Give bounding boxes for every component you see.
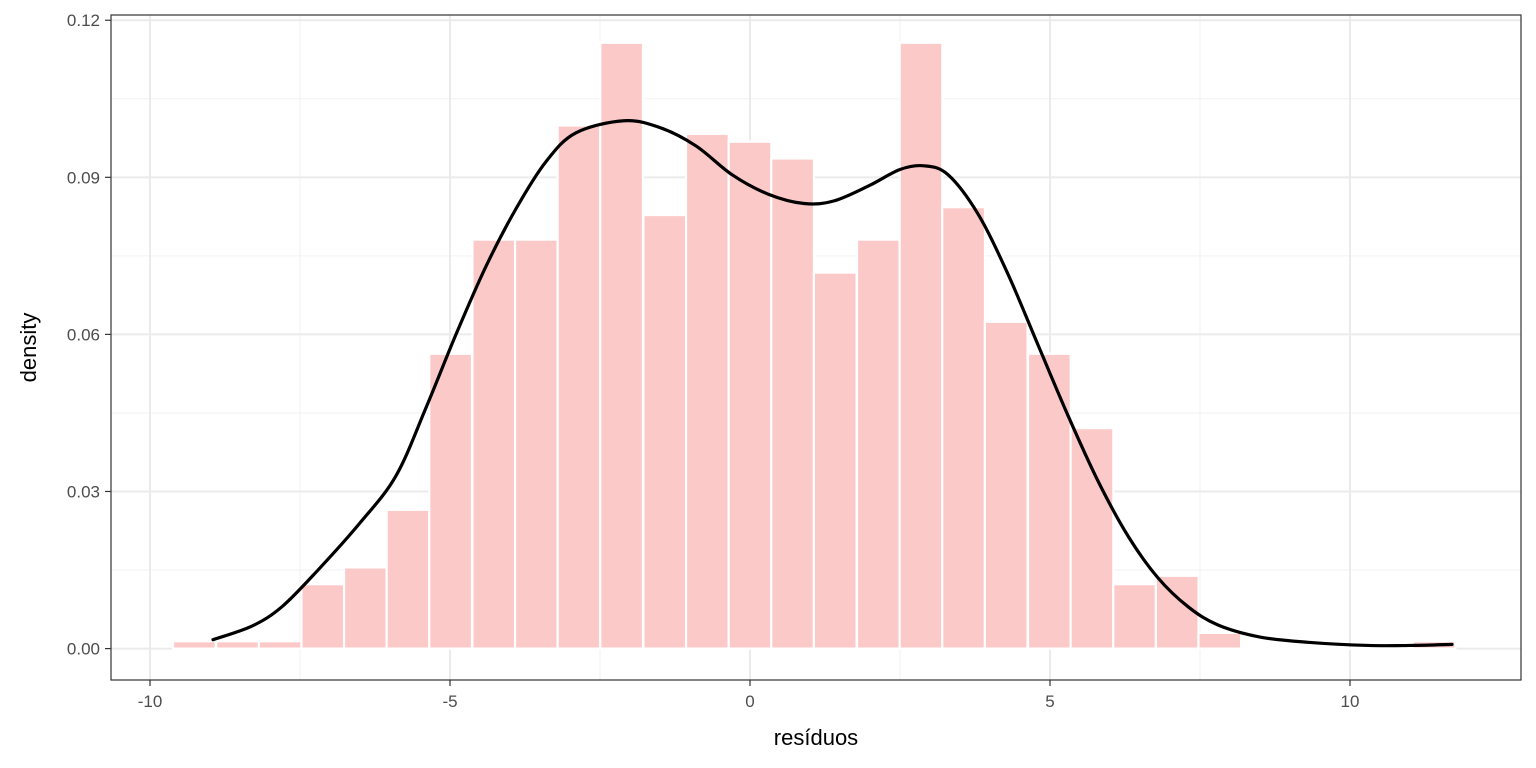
histogram-bar (257, 640, 303, 650)
y-axis-title: density (16, 313, 41, 383)
y-tick-label: 0.03 (67, 482, 100, 501)
density-curve (211, 119, 1454, 648)
histogram-bar (556, 124, 602, 650)
histogram-bars (171, 41, 1457, 650)
histogram-bar (898, 41, 944, 650)
histogram-bar (300, 583, 346, 650)
x-tick-label: -5 (442, 692, 457, 711)
histogram-bar (770, 157, 816, 650)
panel-border (110, 14, 1522, 681)
histogram-bar (727, 140, 773, 650)
histogram-bar (642, 213, 688, 650)
y-tick-label: 0.12 (67, 11, 100, 30)
histogram-bar (855, 238, 901, 650)
histogram-bar (385, 508, 431, 650)
histogram-bar (1026, 352, 1072, 650)
histogram-bar (941, 206, 987, 650)
histogram-bar (983, 320, 1029, 650)
histogram-bar (599, 41, 645, 650)
y-tick-label: 0.06 (67, 325, 100, 344)
y-tick-label: 0.00 (67, 640, 100, 659)
x-tick-label: 10 (1341, 692, 1360, 711)
x-tick-label: 0 (745, 692, 754, 711)
histogram-bar (1112, 583, 1158, 650)
histogram-bar (171, 640, 217, 650)
x-tick-label: -10 (138, 692, 163, 711)
y-axis: 0.00 0.03 0.06 0.09 0.12 (67, 11, 111, 659)
y-tick-label: 0.09 (67, 168, 100, 187)
histogram-bar (1154, 574, 1200, 650)
histogram-bar (812, 271, 858, 650)
x-axis-title: resíduos (774, 725, 858, 750)
x-tick-label: 5 (1045, 692, 1054, 711)
histogram-bar (471, 238, 517, 650)
histogram-bar (1197, 631, 1243, 650)
histogram-bar (513, 238, 559, 650)
histogram-bar (342, 566, 388, 650)
histogram-bar (428, 352, 474, 650)
histogram-bar (215, 640, 261, 650)
histogram-bar (1069, 427, 1115, 650)
x-axis: -10 -5 0 5 10 (138, 680, 1360, 711)
histogram-bar (684, 132, 730, 650)
